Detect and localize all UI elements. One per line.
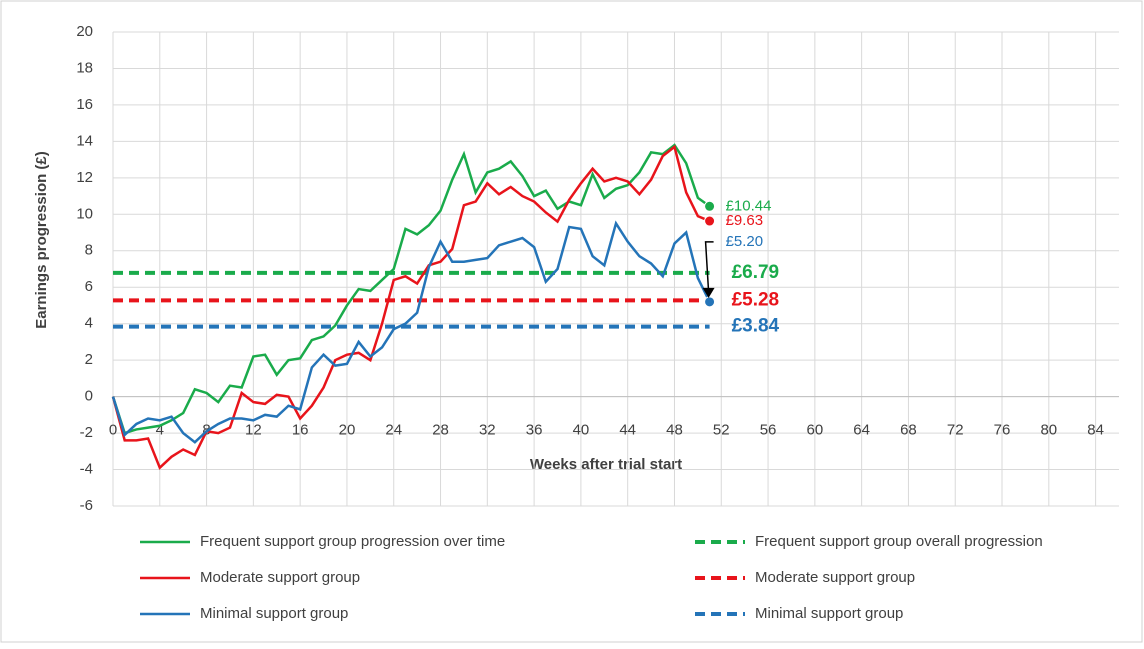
y-tick-label: 6 bbox=[85, 278, 93, 295]
value-label: £5.20 bbox=[726, 233, 764, 250]
x-tick-label: 20 bbox=[339, 422, 356, 439]
y-tick-label: 2 bbox=[85, 351, 93, 368]
y-tick-label: -4 bbox=[80, 461, 93, 478]
y-axis-title: Earnings progression (£) bbox=[33, 151, 50, 329]
x-tick-label: 16 bbox=[292, 422, 309, 439]
x-tick-label: 32 bbox=[479, 422, 496, 439]
x-tick-label: 80 bbox=[1040, 422, 1057, 439]
end-marker bbox=[704, 215, 716, 227]
legend-label: Moderate support group bbox=[755, 569, 915, 586]
value-label: £6.79 bbox=[732, 262, 780, 283]
y-tick-label: 14 bbox=[76, 132, 93, 149]
x-tick-label: 72 bbox=[947, 422, 964, 439]
legend-label: Frequent support group progression over … bbox=[200, 533, 505, 550]
x-tick-label: 28 bbox=[432, 422, 449, 439]
value-label: £3.84 bbox=[732, 316, 780, 337]
label-arrow bbox=[704, 241, 714, 292]
legend-label: Moderate support group bbox=[200, 569, 360, 586]
x-tick-label: 52 bbox=[713, 422, 730, 439]
y-tick-label: 4 bbox=[85, 315, 93, 332]
legend-label: Minimal support group bbox=[755, 605, 903, 622]
x-axis-title: Weeks after trial start bbox=[530, 456, 682, 473]
series-line bbox=[111, 143, 711, 435]
x-tick-label: 44 bbox=[619, 422, 636, 439]
x-tick-label: 24 bbox=[385, 422, 402, 439]
y-tick-label: 18 bbox=[76, 59, 93, 76]
y-tick-label: 20 bbox=[76, 23, 93, 40]
x-tick-label: 64 bbox=[853, 422, 870, 439]
x-tick-label: 68 bbox=[900, 422, 917, 439]
y-tick-label: 16 bbox=[76, 96, 93, 113]
series-line bbox=[111, 144, 711, 470]
series-line bbox=[111, 220, 711, 444]
x-tick-label: 56 bbox=[760, 422, 777, 439]
x-tick-label: 0 bbox=[109, 422, 117, 439]
x-tick-label: 60 bbox=[807, 422, 824, 439]
x-tick-label: 76 bbox=[994, 422, 1011, 439]
x-tick-label: 84 bbox=[1087, 422, 1104, 439]
legend-label: Minimal support group bbox=[200, 605, 348, 622]
y-tick-label: 8 bbox=[85, 242, 93, 259]
x-tick-label: 48 bbox=[666, 422, 683, 439]
y-tick-label: -6 bbox=[80, 497, 93, 514]
label-arrowhead bbox=[702, 287, 715, 298]
value-label: £9.63 bbox=[726, 212, 764, 229]
x-tick-label: 12 bbox=[245, 422, 262, 439]
y-tick-label: 12 bbox=[76, 169, 93, 186]
x-tick-label: 4 bbox=[156, 422, 164, 439]
x-tick-label: 36 bbox=[526, 422, 543, 439]
value-label: £10.44 bbox=[726, 197, 772, 214]
value-label: £5.28 bbox=[732, 289, 780, 310]
y-tick-label: 0 bbox=[85, 388, 93, 405]
x-tick-label: 40 bbox=[573, 422, 590, 439]
y-tick-label: 10 bbox=[76, 205, 93, 222]
end-marker bbox=[704, 200, 716, 212]
y-tick-label: -2 bbox=[80, 424, 93, 441]
end-marker bbox=[704, 296, 716, 308]
legend-label: Frequent support group overall progressi… bbox=[755, 533, 1043, 550]
